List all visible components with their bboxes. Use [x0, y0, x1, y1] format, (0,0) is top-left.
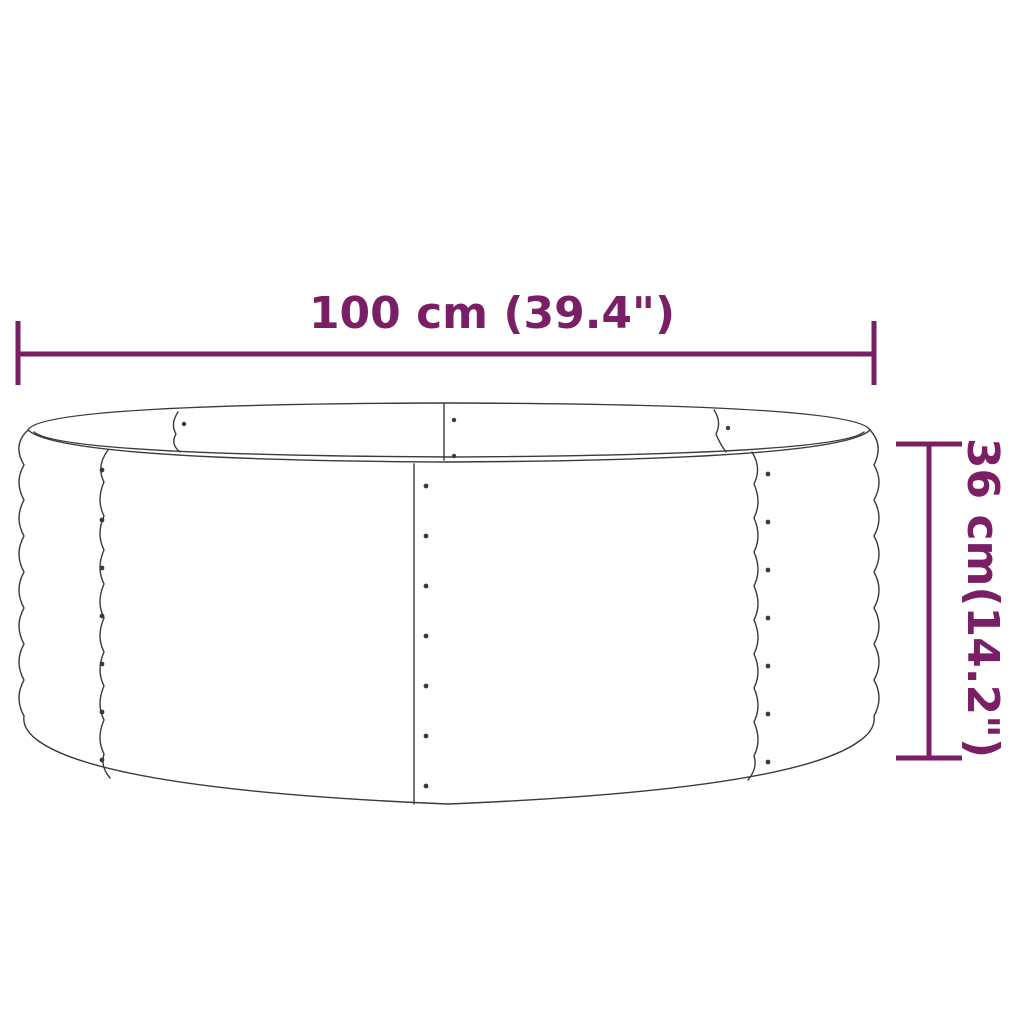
bed-right-side	[857, 429, 880, 743]
rivet	[99, 709, 105, 715]
rivet	[423, 683, 429, 689]
rivet	[99, 613, 105, 619]
bed-left-seam	[99, 449, 111, 779]
bed-rim-inner	[33, 431, 865, 458]
rivet	[99, 661, 105, 667]
rivet	[99, 565, 105, 571]
bed-left-side	[18, 429, 41, 743]
rivet	[765, 471, 771, 477]
garden-bed-drawing	[18, 402, 880, 805]
rivet	[423, 633, 429, 639]
bed-rivets	[99, 417, 771, 789]
rivet	[765, 663, 771, 669]
width-label: 100 cm (39.4")	[309, 288, 675, 339]
rivet	[765, 711, 771, 717]
rivet	[765, 519, 771, 525]
bed-rim-front	[27, 429, 871, 463]
width-dimension: 100 cm (39.4")	[15, 288, 877, 385]
rivet	[423, 733, 429, 739]
rivet	[451, 417, 457, 423]
bed-back-seam-left	[172, 411, 181, 453]
height-dimension: 36 cm(14.2")	[896, 438, 1008, 761]
rivet	[725, 425, 731, 431]
rivet	[451, 453, 457, 459]
rivet	[99, 517, 105, 523]
bed-rim-outer	[27, 402, 871, 431]
rivet	[765, 759, 771, 765]
rivet	[99, 467, 105, 473]
bed-back-seam-right	[713, 409, 727, 453]
bed-right-seam	[747, 451, 759, 781]
rivet	[181, 421, 187, 427]
rivet	[423, 583, 429, 589]
height-label: 36 cm(14.2")	[957, 438, 1008, 758]
rivet	[423, 783, 429, 789]
bed-bottom-edge	[39, 741, 859, 805]
rivet	[99, 757, 105, 763]
rivet	[423, 483, 429, 489]
rivet	[765, 567, 771, 573]
rivet	[765, 615, 771, 621]
rivet	[423, 533, 429, 539]
